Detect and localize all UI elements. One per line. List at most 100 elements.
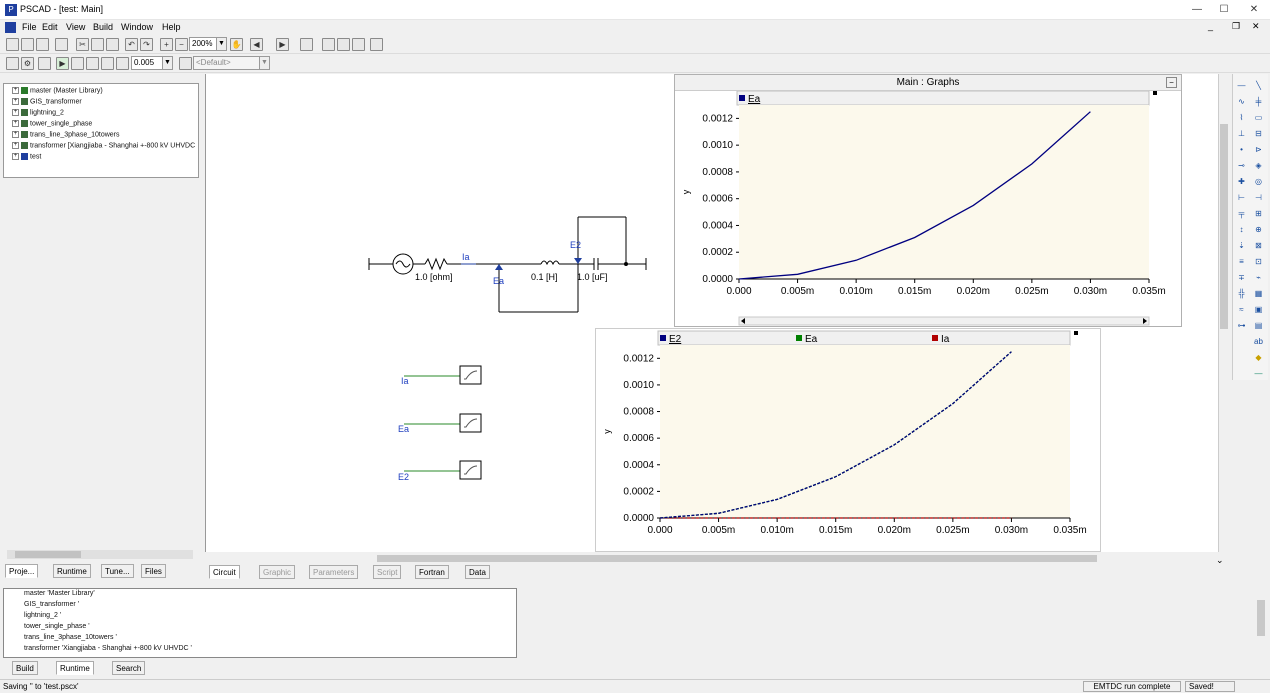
tab-fortran[interactable]: Fortran xyxy=(415,565,449,579)
tree-item[interactable]: + test xyxy=(12,153,41,164)
cable-tool-icon[interactable]: ≈ xyxy=(1239,305,1244,314)
meter-box[interactable] xyxy=(459,413,482,433)
new-file-icon[interactable] xyxy=(6,38,19,51)
line-draw-icon[interactable]: — xyxy=(1254,369,1263,378)
expand-icon[interactable]: + xyxy=(12,109,19,116)
divider-tool-icon[interactable]: ╤ xyxy=(1238,209,1245,218)
wire-tool-icon[interactable]: — xyxy=(1237,81,1246,90)
expand-icon[interactable]: + xyxy=(12,98,19,105)
link-tool-icon[interactable]: ⊶ xyxy=(1237,321,1246,330)
sum-tool-icon[interactable]: ∓ xyxy=(1238,273,1245,282)
scrollbar-thumb[interactable] xyxy=(1257,600,1265,636)
mdi-restore-button[interactable]: ❐ xyxy=(1232,21,1241,31)
plot-tool-icon[interactable]: ⌁ xyxy=(1256,273,1261,282)
expand-icon[interactable]: + xyxy=(12,153,19,160)
output-item[interactable]: tower_single_phase ' xyxy=(24,623,90,634)
tab-runtime[interactable]: Runtime xyxy=(53,564,91,578)
expand-icon[interactable]: + xyxy=(12,131,19,138)
tree-item[interactable]: + lightning_2 xyxy=(12,109,64,120)
diagonal-wire-icon[interactable]: ╲ xyxy=(1256,81,1261,90)
cut-icon[interactable]: ✂ xyxy=(76,38,89,51)
close-button[interactable]: ✕ xyxy=(1249,4,1259,15)
bus-tool-icon[interactable]: ⊸ xyxy=(1238,161,1245,170)
tree-item[interactable]: + transformer [Xiangjiaba - Shanghai +-80… xyxy=(12,142,195,153)
snapshot-icon[interactable] xyxy=(116,57,129,70)
collapse-button[interactable]: − xyxy=(1166,77,1177,88)
minimize-button[interactable]: — xyxy=(1192,4,1202,15)
graph-frame-2[interactable]: E2 Ea Ia 0.0000 0.0002 0.0004 0.0006 0.0008 0.00… xyxy=(595,328,1101,552)
sticky-note-icon[interactable]: ◆ xyxy=(1255,353,1262,362)
tree-item[interactable]: + master (Master Library) xyxy=(12,87,103,98)
tab-circuit[interactable]: Circuit xyxy=(209,565,240,579)
scroll-down-icon[interactable]: ⌄ xyxy=(1216,555,1224,565)
doc-icon[interactable] xyxy=(5,22,16,33)
tab-data[interactable]: Data xyxy=(465,565,490,579)
binoculars-icon[interactable] xyxy=(370,38,383,51)
step-icon[interactable] xyxy=(101,57,114,70)
output-item[interactable]: master 'Master Library' xyxy=(24,590,95,601)
meter-tool-icon[interactable]: ⊣ xyxy=(1255,193,1262,202)
circuit-canvas[interactable]: Ia Ea E2 1.0 [ohm] 0.1 [H] 1.0 [uF] Ia E… xyxy=(205,74,1218,552)
tab-files[interactable]: Files xyxy=(141,564,166,578)
stop-icon[interactable] xyxy=(86,57,99,70)
tree-item[interactable]: + GIS_transformer xyxy=(12,98,82,109)
signal-tool-icon[interactable]: ⊡ xyxy=(1255,257,1262,266)
menu-window[interactable]: Window xyxy=(121,22,154,32)
mdi-minimize-button[interactable]: _ xyxy=(1208,21,1214,31)
arrow-down-tool-icon[interactable]: ⇣ xyxy=(1238,241,1245,250)
scrollbar-thumb[interactable] xyxy=(377,555,1097,562)
tab-search[interactable]: Search xyxy=(112,661,146,675)
grid-tool-icon[interactable]: ⊠ xyxy=(1255,241,1262,250)
settings-icon[interactable]: ⚙ xyxy=(21,57,34,70)
slow-time-icon[interactable] xyxy=(38,57,51,70)
equals-tool-icon[interactable]: ≡ xyxy=(1239,257,1244,266)
tab-build[interactable]: Build xyxy=(12,661,38,675)
undo-icon[interactable]: ↶ xyxy=(125,38,138,51)
up-level-icon[interactable] xyxy=(300,38,313,51)
resistor[interactable] xyxy=(424,257,448,271)
probe-tool-icon[interactable]: ⊕ xyxy=(1255,225,1262,234)
menu-file[interactable]: File xyxy=(22,22,37,32)
expand-icon[interactable]: + xyxy=(12,87,19,94)
horizontal-scrollbar[interactable] xyxy=(7,550,193,559)
tree-item[interactable]: + tower_single_phase xyxy=(12,120,92,131)
canvas-vertical-scrollbar[interactable] xyxy=(1218,74,1229,552)
zoom-in-icon[interactable]: + xyxy=(160,38,173,51)
print-icon[interactable] xyxy=(55,38,68,51)
open-folder-icon[interactable] xyxy=(21,38,34,51)
zoom-out-icon[interactable]: − xyxy=(175,38,188,51)
menu-edit[interactable]: Edit xyxy=(42,22,58,32)
graph-icon[interactable] xyxy=(322,38,335,51)
arrow-tool-icon[interactable]: ↕ xyxy=(1239,225,1244,234)
scrollbar-thumb[interactable] xyxy=(1220,124,1228,329)
resistor-tool-icon[interactable]: ∿ xyxy=(1238,97,1245,106)
scrollbar-thumb[interactable] xyxy=(15,551,81,558)
meter-box[interactable] xyxy=(459,460,482,480)
graph-frame-1[interactable]: Main : Graphs − Ea 0.0000 0.0002 0.0004 0.00… xyxy=(674,74,1182,327)
inductor[interactable] xyxy=(540,260,560,266)
layers-icon[interactable] xyxy=(179,57,192,70)
layer-select[interactable]: <Default> ▼ xyxy=(193,56,270,70)
expand-icon[interactable]: + xyxy=(12,142,19,149)
breaker-tool-icon[interactable]: ▭ xyxy=(1254,113,1263,122)
table-tool-icon[interactable]: ▦ xyxy=(1254,289,1263,298)
output-item[interactable]: trans_line_3phase_10towers ' xyxy=(24,634,117,645)
pause-icon[interactable] xyxy=(71,57,84,70)
zoom-select[interactable]: 200% ▼ xyxy=(189,37,227,51)
output-item[interactable]: transformer 'Xiangjiaba - Shanghai +-800… xyxy=(24,645,192,656)
meter-icon[interactable] xyxy=(337,38,350,51)
tab-parameters[interactable]: Parameters xyxy=(309,565,359,579)
label-tool-icon[interactable]: ⊢ xyxy=(1238,193,1245,202)
save-icon[interactable] xyxy=(36,38,49,51)
paste-icon[interactable] xyxy=(106,38,119,51)
switch-tool-icon[interactable]: ◈ xyxy=(1255,161,1262,170)
redo-icon[interactable]: ↷ xyxy=(140,38,153,51)
source-tool-icon[interactable]: ⊟ xyxy=(1255,129,1262,138)
junction-tool-icon[interactable]: ✚ xyxy=(1238,177,1245,186)
tab-graphic[interactable]: Graphic xyxy=(259,565,296,579)
tree-item[interactable]: + trans_line_3phase_10towers xyxy=(12,131,120,142)
output-item[interactable]: GIS_transformer ' xyxy=(24,601,79,612)
inductor-tool-icon[interactable]: ⌇ xyxy=(1239,113,1244,122)
meter-box[interactable] xyxy=(459,365,482,385)
mdi-close-button[interactable]: ✕ xyxy=(1252,21,1260,31)
